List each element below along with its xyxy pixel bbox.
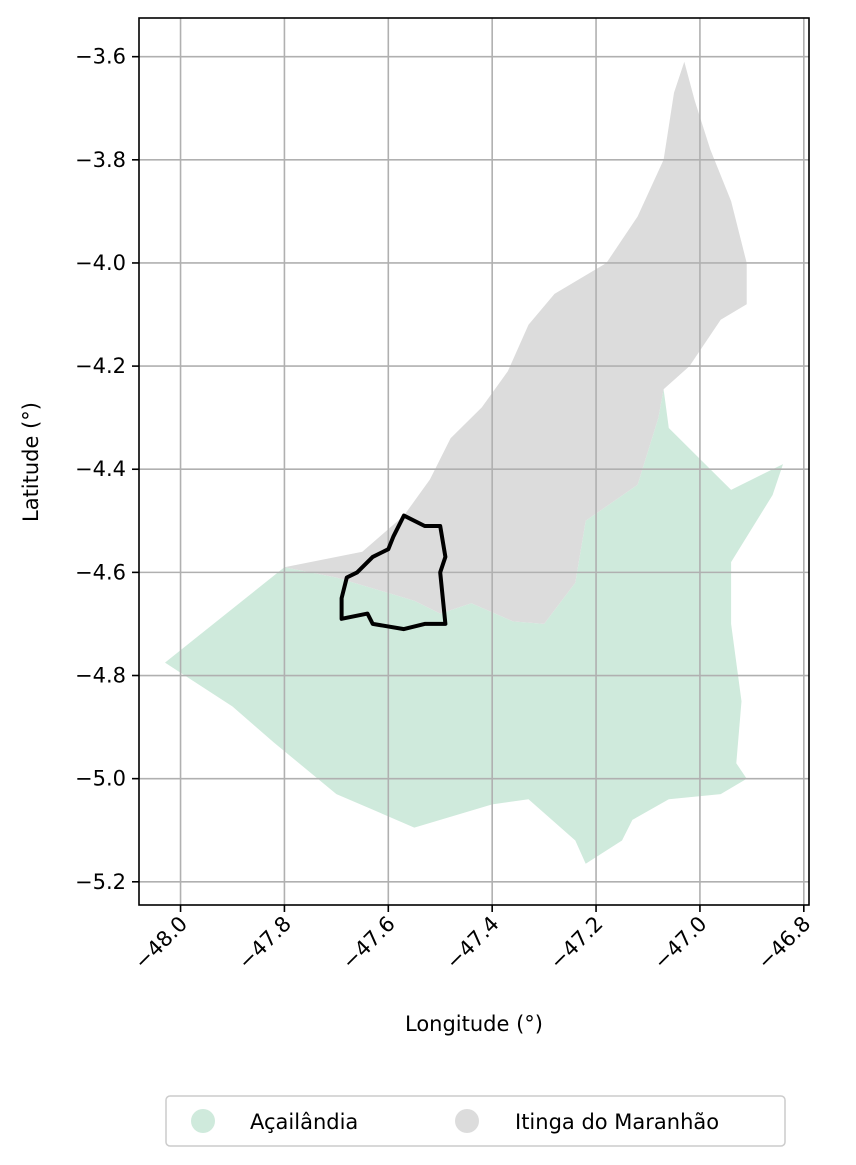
highlight-outline-layer: [339, 513, 448, 632]
x-tick-label: −47.4: [441, 912, 503, 974]
legend-marker-acailandia: [191, 1109, 215, 1133]
y-tick-label: −4.4: [75, 457, 126, 481]
y-axis-ticks: −3.6 −3.8 −4.0 −4.2 −4.4 −4.6 −4.8 −5.0 −5.2: [75, 45, 139, 894]
y-axis-label: Latitude (°): [19, 402, 43, 522]
x-tick-label: −46.8: [753, 912, 815, 974]
y-tick-label: −4.8: [75, 664, 126, 688]
y-tick-label: −3.6: [75, 45, 126, 69]
x-tick-label: −47.2: [545, 912, 607, 974]
legend-marker-itinga: [455, 1109, 479, 1133]
highlight-outline: [339, 513, 448, 632]
x-tick-label: −47.0: [649, 912, 711, 974]
x-tick-label: −47.8: [233, 912, 295, 974]
x-tick-label: −48.0: [130, 912, 192, 974]
y-tick-label: −5.0: [75, 767, 126, 791]
axes-frame: [138, 17, 810, 906]
y-tick-label: −3.8: [75, 148, 126, 172]
region-acailandia: [165, 389, 783, 864]
x-axis-label: Longitude (°): [405, 1012, 543, 1036]
region-itinga-do-maranhao: [284, 61, 747, 624]
grid-lines: [139, 18, 809, 905]
legend: Açailândia Itinga do Maranhão: [165, 1095, 786, 1147]
legend-label-itinga: Itinga do Maranhão: [515, 1110, 719, 1134]
legend-label-acailandia: Açailândia: [250, 1110, 358, 1134]
x-axis-ticks: −48.0 −47.8 −47.6 −47.4 −47.2 −47.0 −46.8: [130, 905, 815, 974]
y-tick-label: −4.0: [75, 251, 126, 275]
map-polygons: [165, 61, 783, 864]
y-tick-label: −5.2: [75, 870, 126, 894]
y-tick-label: −4.6: [75, 560, 126, 584]
x-tick-label: −47.6: [337, 912, 399, 974]
y-tick-label: −4.2: [75, 354, 126, 378]
